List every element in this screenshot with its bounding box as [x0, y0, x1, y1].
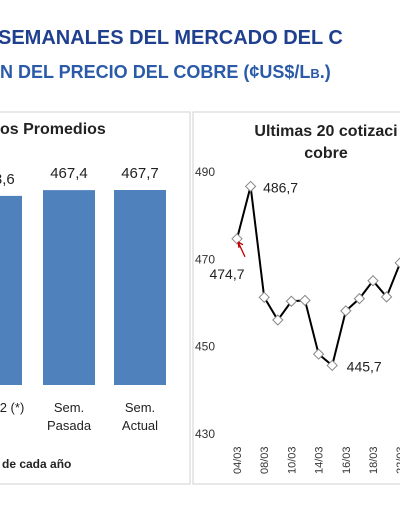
value-label: 467,4 — [50, 165, 88, 182]
footnote: de cada año — [2, 457, 72, 471]
slide-subtitle: N DEL PRECIO DEL COBRE (¢US$/Lb.) — [0, 62, 331, 82]
y-tick-label: 450 — [195, 340, 215, 354]
value-label: 474,7 — [209, 266, 244, 282]
bar — [114, 190, 166, 385]
bar — [0, 195, 22, 385]
point-marker — [312, 348, 325, 360]
y-tick-label: 430 — [195, 427, 215, 441]
x-tick-label: Sem. Actual — [121, 400, 159, 433]
value-label: 467,7 — [121, 165, 159, 182]
slide-title: SEMANALES DEL MERCADO DEL C — [0, 27, 343, 49]
point-marker — [285, 295, 298, 307]
line-chart-title: Ultimas 20 cotizaci cobre — [254, 123, 398, 162]
annotation-arrow — [237, 241, 246, 258]
x-tick-label: 08/03 — [259, 446, 271, 474]
bar — [43, 190, 95, 385]
x-tick-label: 2 (*) — [0, 400, 25, 415]
point-marker — [231, 233, 243, 245]
point-marker — [353, 292, 366, 305]
x-tick-label: 14/03 — [314, 446, 326, 474]
value-label: 486,7 — [263, 179, 298, 195]
point-marker — [380, 291, 393, 303]
point-marker — [299, 294, 311, 307]
x-tick-label: 22/03 — [395, 446, 400, 474]
point-marker — [272, 314, 284, 326]
x-tick-label: 18/03 — [368, 446, 380, 474]
bar-chart-title: os Promedios — [0, 121, 106, 138]
x-tick-label: 10/03 — [286, 446, 298, 474]
right-panel — [192, 111, 400, 485]
x-tick-label: Sem. Pasada — [46, 400, 92, 433]
x-tick-label: 04/03 — [232, 446, 244, 474]
value-label: 445,7 — [347, 358, 382, 374]
point-marker — [367, 275, 379, 287]
value-label: 453,6 — [0, 171, 15, 188]
y-tick-label: 470 — [195, 252, 215, 266]
y-tick-label: 490 — [195, 165, 215, 179]
point-marker — [326, 359, 338, 372]
point-marker — [340, 305, 352, 317]
point-marker — [244, 180, 257, 193]
x-tick-label: 16/03 — [341, 446, 353, 474]
point-marker — [394, 257, 400, 269]
point-marker — [258, 291, 270, 304]
